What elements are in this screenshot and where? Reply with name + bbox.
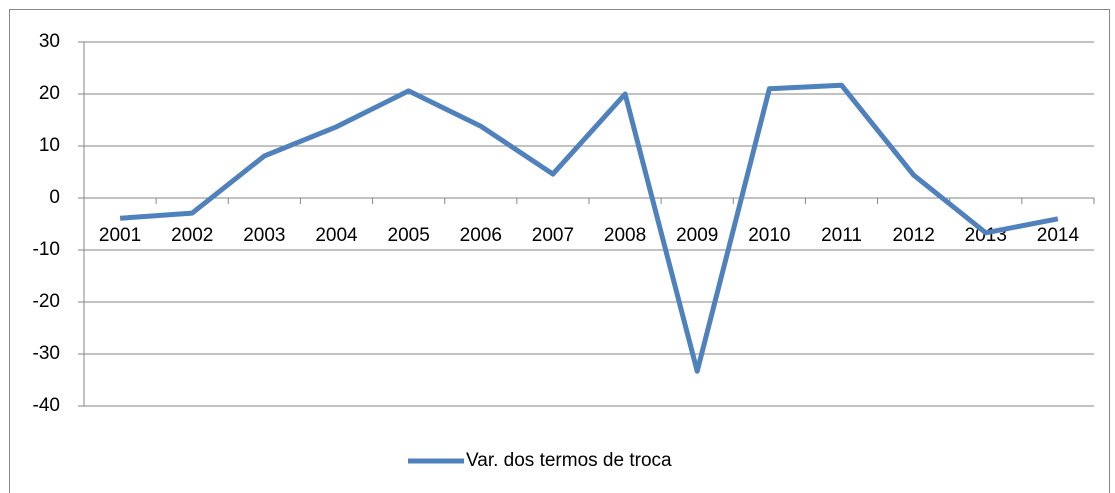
y-tick-label: 20: [39, 83, 60, 104]
x-tick-label: 2008: [604, 225, 646, 246]
y-tick-label: -40: [33, 395, 60, 416]
line: [119, 82, 1059, 374]
y-tick-label: -10: [33, 239, 60, 260]
legend-label: Var. dos termos de troca: [466, 450, 672, 471]
x-tick-label: 2006: [460, 225, 502, 246]
x-tick-label: 2002: [171, 225, 213, 246]
x-tick-label: 2010: [748, 225, 790, 246]
y-tick-label: -30: [33, 343, 60, 364]
x-tick-label: 2005: [388, 225, 430, 246]
x-tick-label: 2014: [1037, 225, 1080, 246]
y-tick-label: 10: [39, 135, 60, 156]
y-tick-label: 30: [39, 31, 60, 52]
y-tick-label: -20: [33, 291, 60, 312]
y-tick-label: 0: [49, 187, 60, 208]
x-tick-label: 2004: [315, 225, 358, 246]
x-tick-label: 2012: [893, 225, 935, 246]
chart-border: [9, 9, 1110, 493]
x-tick-label: 2011: [821, 225, 862, 246]
x-tick-label: 2003: [243, 225, 285, 246]
x-tick-label: 2009: [676, 225, 718, 246]
x-tick-label: 2001: [99, 225, 141, 246]
x-tick-label: 2007: [532, 225, 574, 246]
